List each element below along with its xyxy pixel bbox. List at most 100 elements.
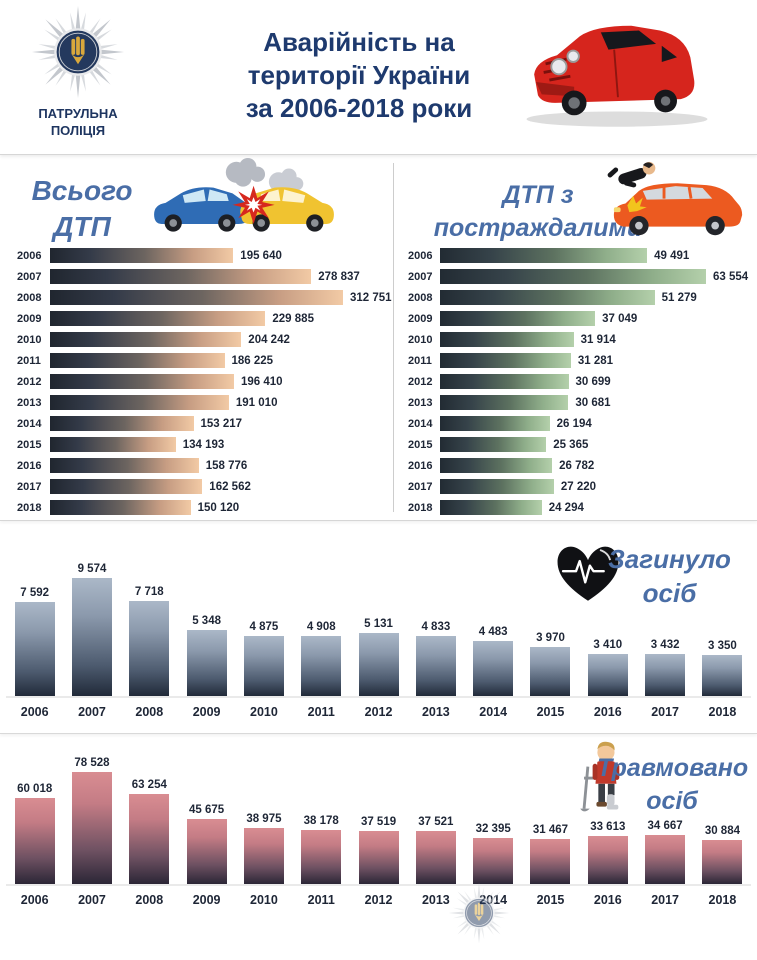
bar-row-2018: 2018 150 120 <box>0 497 394 518</box>
value-bar <box>415 830 456 884</box>
value-label: 33 613 <box>590 821 626 834</box>
value-label: 31 281 <box>577 354 614 367</box>
value-label: 5 348 <box>192 615 221 628</box>
bar-row-2011: 2011 31 281 <box>394 350 757 371</box>
victim-accidents-bars: 2006 49 491 2007 63 554 2008 51 279 2009 37 049… <box>394 245 757 518</box>
value-label: 4 483 <box>478 625 508 638</box>
year-label: 2008 <box>17 291 42 304</box>
value-bar <box>50 500 191 515</box>
total-accidents-bars: 2006 195 640 2007 278 837 2008 312 751 2009 229… <box>0 245 394 518</box>
bar-row-2014: 2014 153 217 <box>0 413 394 434</box>
total-accidents-title: Всього ДТП <box>22 173 142 246</box>
value-label: 4 908 <box>306 620 336 633</box>
year-label: 2013 <box>17 396 42 409</box>
police-badge-watermark-icon <box>448 874 510 952</box>
title-line: осіб <box>646 786 698 815</box>
value-label: 30 699 <box>575 375 611 388</box>
value-bar <box>587 836 628 884</box>
value-bar <box>129 793 170 884</box>
value-bar <box>186 630 227 696</box>
value-bar <box>50 479 203 494</box>
value-bar <box>50 395 229 410</box>
title-line: Всього <box>31 175 133 206</box>
year-label: 2007 <box>17 270 42 283</box>
value-bar <box>440 353 571 368</box>
value-label: 45 675 <box>189 803 225 816</box>
value-bar <box>243 635 284 696</box>
value-bar <box>473 837 514 884</box>
bar-column-2007: 78 528 <box>63 757 120 884</box>
value-bar <box>645 834 686 884</box>
value-bar <box>14 798 55 884</box>
value-label: 3 432 <box>650 638 680 651</box>
year-label: 2017 <box>651 893 679 907</box>
year-label: 2014 <box>17 417 42 430</box>
year-label: 2011 <box>17 354 41 367</box>
value-label: 7 718 <box>134 585 164 598</box>
year-label: 2016 <box>17 459 42 472</box>
bar-row-2017: 2017 162 562 <box>0 476 394 497</box>
bar-column-2008: 63 254 <box>121 779 178 884</box>
crashed-red-car-icon <box>526 25 708 127</box>
bar-row-2007: 2007 63 554 <box>394 266 757 287</box>
total-accidents-chart: Всього ДТП 2006 195 640 2007 278 837 2008 312… <box>0 155 394 520</box>
bar-column-2008: 7 718 <box>121 586 178 696</box>
year-label: 2006 <box>17 249 42 262</box>
two-car-collision-icon <box>154 157 334 232</box>
value-bar <box>50 458 199 473</box>
title-line: Загинуло <box>608 544 731 574</box>
top-charts-section: Всього ДТП 2006 195 640 2007 278 837 2008 312… <box>0 155 757 521</box>
bar-row-2010: 2010 31 914 <box>394 329 757 350</box>
value-label: 191 010 <box>235 396 278 409</box>
police-star-badge-icon <box>31 5 125 99</box>
title-line: Травмовано <box>597 754 749 782</box>
value-label: 63 554 <box>713 270 749 283</box>
value-bar <box>50 332 242 347</box>
year-label: 2016 <box>593 893 622 907</box>
bar-column-2010: 4 875 <box>235 621 292 696</box>
value-label: 37 049 <box>602 312 638 325</box>
value-label: 7 592 <box>20 587 50 600</box>
year-label: 2015 <box>408 438 433 451</box>
value-label: 26 782 <box>559 459 595 472</box>
value-label: 196 410 <box>241 375 283 388</box>
bar-column-2018: 3 350 <box>694 640 751 696</box>
bar-column-2009: 5 348 <box>178 615 235 696</box>
bar-row-2012: 2012 30 699 <box>394 371 757 392</box>
value-label: 4 875 <box>249 620 279 633</box>
year-label: 2010 <box>408 333 433 346</box>
bar-column-2014: 32 395 <box>465 823 522 884</box>
value-bar <box>440 311 596 326</box>
value-label: 204 242 <box>248 333 290 346</box>
page-title-line1: Аварійність на <box>263 27 455 57</box>
bar-row-2010: 2010 204 242 <box>0 329 394 350</box>
value-label: 150 120 <box>197 501 240 514</box>
year-label: 2009 <box>17 312 42 325</box>
bar-row-2006: 2006 195 640 <box>0 245 394 266</box>
patrol-police-logo: ПАТРУЛЬНА ПОЛІЦІЯ <box>24 5 132 140</box>
value-label: 37 521 <box>418 815 454 828</box>
value-bar <box>415 636 456 696</box>
injured-bars: 60 018 78 528 63 254 45 675 38 975 38 178 37 5… <box>6 754 751 886</box>
bar-row-2012: 2012 196 410 <box>0 371 394 392</box>
year-label: 2009 <box>192 893 221 907</box>
bar-row-2011: 2011 186 225 <box>0 350 394 371</box>
page-title-line3: за 2006-2018 роки <box>245 93 473 124</box>
value-label: 312 751 <box>350 291 392 304</box>
year-label: 2007 <box>78 893 106 907</box>
year-label: 2018 <box>708 893 737 907</box>
value-bar <box>50 416 194 431</box>
year-label: 2017 <box>651 705 679 719</box>
bar-row-2008: 2008 312 751 <box>0 287 394 308</box>
bar-row-2017: 2017 27 220 <box>394 476 757 497</box>
bar-row-2015: 2015 25 365 <box>394 434 757 455</box>
year-label: 2009 <box>408 312 433 325</box>
bar-column-2011: 4 908 <box>293 620 350 696</box>
value-bar <box>440 374 569 389</box>
value-label: 229 885 <box>272 312 314 325</box>
bar-column-2011: 38 178 <box>293 815 350 884</box>
value-label: 37 519 <box>360 815 397 828</box>
value-bar <box>129 600 170 696</box>
bar-row-2008: 2008 51 279 <box>394 287 757 308</box>
year-label: 2010 <box>17 333 42 346</box>
